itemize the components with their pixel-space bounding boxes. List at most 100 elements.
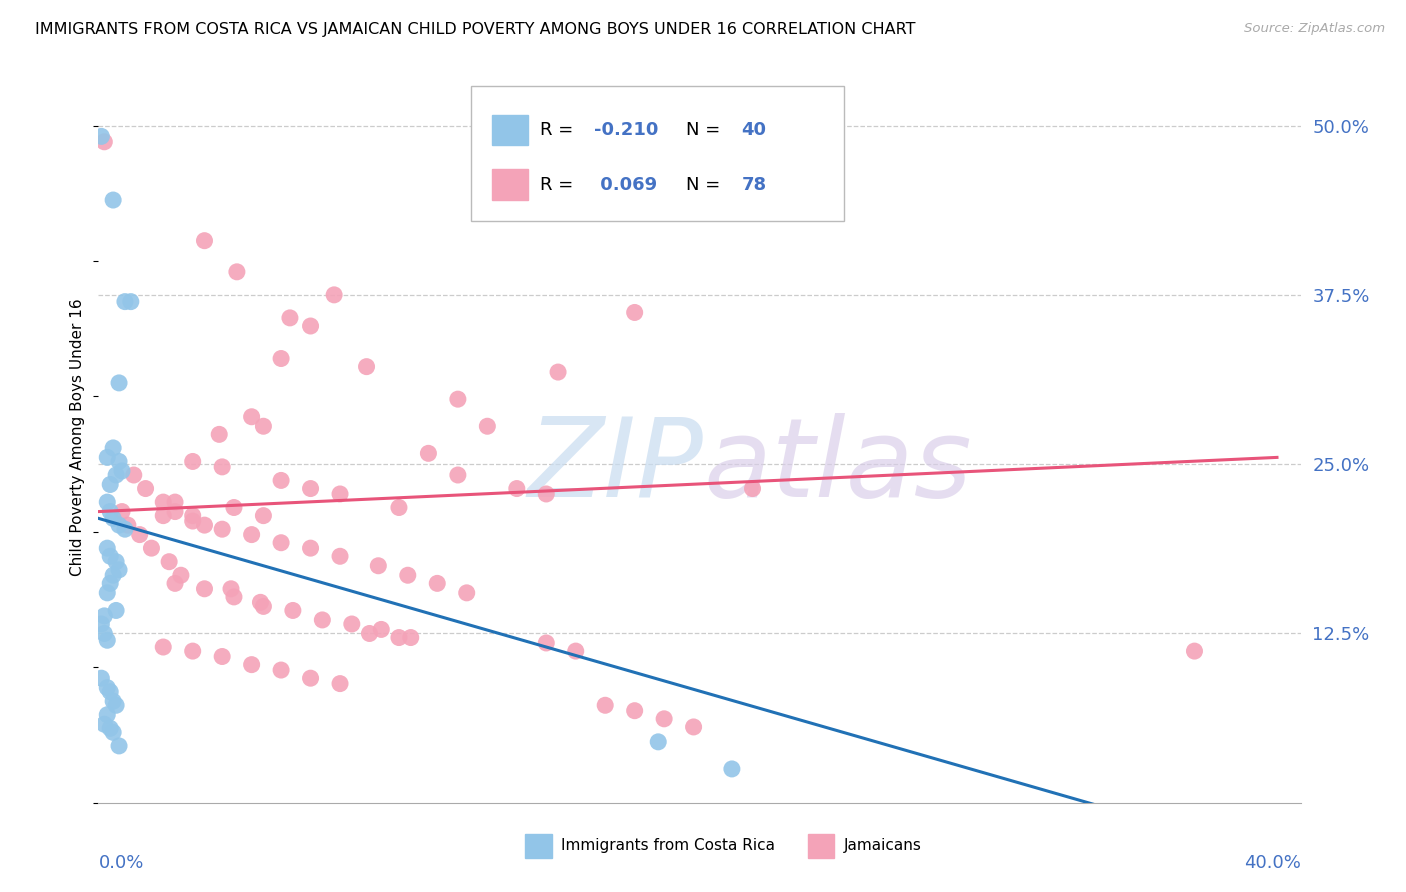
Point xyxy=(356,359,378,374)
Point xyxy=(396,568,419,582)
Point xyxy=(170,568,193,582)
Point xyxy=(98,505,121,519)
Point xyxy=(447,392,470,406)
Text: 0.0%: 0.0% xyxy=(98,854,143,872)
Point xyxy=(101,568,124,582)
Point xyxy=(181,508,204,523)
Text: -0.210: -0.210 xyxy=(593,121,658,139)
Point xyxy=(181,644,204,658)
Point xyxy=(249,595,271,609)
Bar xyxy=(526,834,551,858)
Point xyxy=(477,419,499,434)
Point xyxy=(93,626,115,640)
Point xyxy=(108,518,131,533)
Point xyxy=(193,518,215,533)
Point xyxy=(90,671,112,685)
Point xyxy=(98,684,121,698)
Point xyxy=(108,454,131,468)
Point xyxy=(547,365,569,379)
Point xyxy=(211,459,233,474)
Point xyxy=(114,522,136,536)
Point xyxy=(96,681,118,695)
Point xyxy=(564,644,586,658)
Point xyxy=(311,613,333,627)
Text: N =: N = xyxy=(686,176,727,194)
Point xyxy=(105,468,128,483)
Text: atlas: atlas xyxy=(703,413,972,520)
Point xyxy=(141,541,163,556)
Bar xyxy=(492,114,527,145)
Text: R =: R = xyxy=(540,121,579,139)
Point xyxy=(652,712,675,726)
Point xyxy=(163,505,186,519)
Point xyxy=(240,409,263,424)
Point xyxy=(456,586,478,600)
Point xyxy=(181,514,204,528)
Point xyxy=(270,663,292,677)
Point xyxy=(152,640,174,654)
Text: N =: N = xyxy=(686,121,727,139)
Point xyxy=(252,508,274,523)
Point xyxy=(323,288,346,302)
Point xyxy=(128,527,150,541)
Point xyxy=(240,657,263,672)
Point xyxy=(90,617,112,632)
Text: ZIP: ZIP xyxy=(527,413,703,520)
Point xyxy=(506,482,529,496)
Point xyxy=(340,617,363,632)
Point xyxy=(359,626,381,640)
Point xyxy=(682,720,704,734)
Point xyxy=(536,487,558,501)
Point xyxy=(1184,644,1206,658)
Text: Source: ZipAtlas.com: Source: ZipAtlas.com xyxy=(1244,22,1385,36)
Point xyxy=(101,441,124,455)
Point xyxy=(536,636,558,650)
Point xyxy=(623,704,645,718)
Text: R =: R = xyxy=(540,176,579,194)
Point xyxy=(96,633,118,648)
Point xyxy=(281,603,304,617)
Point xyxy=(370,623,392,637)
Point xyxy=(447,468,470,483)
Bar xyxy=(807,834,834,858)
Point xyxy=(108,563,131,577)
Point xyxy=(157,555,180,569)
Point xyxy=(270,351,292,366)
Point xyxy=(299,318,322,333)
Point xyxy=(108,376,131,390)
FancyBboxPatch shape xyxy=(471,86,844,221)
Point xyxy=(96,495,118,509)
Point xyxy=(329,549,352,564)
Point xyxy=(388,500,411,515)
Point xyxy=(105,698,128,713)
Point xyxy=(270,535,292,549)
Point xyxy=(211,522,233,536)
Point xyxy=(278,310,301,325)
Bar xyxy=(492,169,527,200)
Text: 0.069: 0.069 xyxy=(593,176,657,194)
Point xyxy=(418,446,440,460)
Point xyxy=(96,707,118,722)
Point xyxy=(388,631,411,645)
Text: 40: 40 xyxy=(741,121,766,139)
Point xyxy=(593,698,616,713)
Point xyxy=(108,739,131,753)
Point xyxy=(741,482,763,496)
Point xyxy=(426,576,449,591)
Point xyxy=(152,508,174,523)
Point xyxy=(98,477,121,491)
Point xyxy=(329,487,352,501)
Point xyxy=(152,495,174,509)
Point xyxy=(222,500,245,515)
Point xyxy=(208,427,231,442)
Point xyxy=(105,555,128,569)
Point xyxy=(222,590,245,604)
Point xyxy=(721,762,744,776)
Point xyxy=(647,735,669,749)
Point xyxy=(101,694,124,708)
Point xyxy=(96,450,118,465)
Y-axis label: Child Poverty Among Boys Under 16: Child Poverty Among Boys Under 16 xyxy=(70,298,86,576)
Point xyxy=(135,482,157,496)
Point xyxy=(117,518,139,533)
Text: 78: 78 xyxy=(741,176,766,194)
